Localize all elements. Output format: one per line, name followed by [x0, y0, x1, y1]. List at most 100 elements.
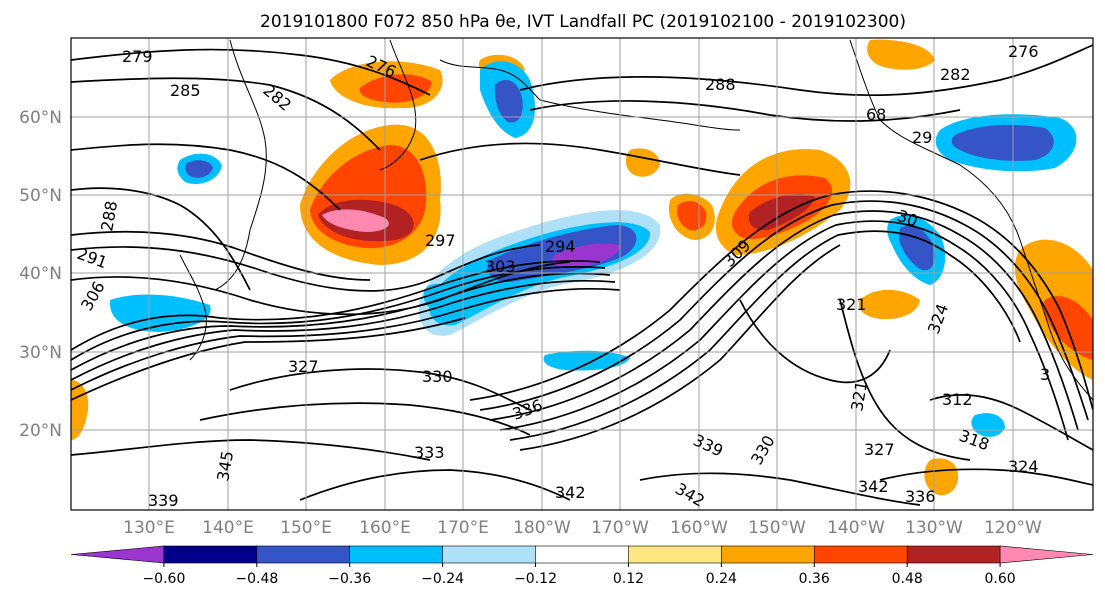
contour-label: 68: [866, 105, 886, 124]
contour-line: [71, 439, 431, 461]
colorbar-segment: [256, 545, 351, 564]
contour-line: [509, 230, 1021, 441]
contour-label: 303: [485, 257, 516, 276]
contour-line: [71, 48, 431, 96]
lon-label: 150°E: [280, 518, 332, 538]
contour-label: 333: [414, 443, 445, 462]
coastline: [849, 39, 1021, 241]
contour-label: 327: [864, 440, 895, 459]
contour-label: 321: [836, 295, 867, 314]
negative-anomaly-region: [951, 124, 1054, 161]
lat-label: 30°N: [19, 343, 62, 363]
contour-label: 285: [170, 81, 201, 100]
lon-label: 160°W: [670, 518, 728, 538]
contour-label: 276: [1008, 42, 1039, 61]
contour-line: [199, 402, 531, 436]
lat-label: 60°N: [19, 108, 62, 128]
lon-label: 140°W: [827, 518, 885, 538]
coastline: [539, 99, 741, 131]
positive-anomaly-region: [322, 209, 389, 232]
contour-line: [71, 288, 621, 391]
contour-label: 342: [555, 483, 586, 502]
contour-label: 336: [905, 487, 936, 506]
contour-line: [499, 220, 1069, 441]
colorbar-segment: [906, 545, 1001, 564]
contour-label: 330: [422, 367, 453, 386]
contour-line: [519, 44, 1093, 97]
colorbar-tick-label: 0.24: [706, 571, 737, 587]
contour-line: [71, 244, 541, 292]
positive-anomaly-region: [748, 193, 815, 231]
contour-line: [229, 368, 531, 411]
positive-anomaly-region: [1043, 296, 1093, 360]
contour-line: [71, 230, 371, 281]
negative-anomaly-region: [494, 79, 523, 123]
gridlines: [71, 38, 1093, 510]
contour-label: 324: [1008, 457, 1039, 476]
positive-anomaly-region: [71, 380, 89, 440]
negative-anomaly-region: [899, 225, 935, 271]
lat-label: 50°N: [19, 186, 62, 206]
colorbar-segment: [535, 545, 630, 564]
contour-label: 297: [425, 231, 456, 250]
contour-label: 339: [148, 491, 179, 510]
colorbar-segment: [163, 545, 258, 564]
lon-label: 170°W: [591, 518, 649, 538]
contour-line: [71, 77, 381, 151]
coastline: [214, 39, 267, 291]
positive-anomaly-region: [359, 74, 432, 103]
figure-title: 2019101800 F072 850 hPa θe, IVT Landfall…: [260, 12, 906, 32]
lon-label: 130°W: [905, 518, 963, 538]
contour-line: [479, 200, 1089, 421]
lon-label: 160°E: [359, 518, 411, 538]
map-frame: [70, 37, 1094, 511]
positive-anomaly-region: [867, 39, 935, 70]
lon-label: 170°E: [437, 518, 489, 538]
lon-label: 130°E: [123, 518, 175, 538]
contour-label: 282: [940, 65, 971, 84]
contour-line: [839, 299, 971, 461]
contour-label: 288: [705, 75, 736, 94]
contour-label: 294: [545, 237, 576, 256]
contour-line: [71, 143, 341, 211]
colorbar: −0.60 −0.48 −0.36 −0.24 −0.12 0.12 0.24 0.36 0.4…: [70, 545, 1094, 587]
positive-anomaly-region: [858, 289, 920, 320]
colorbar-tick-label: −0.48: [235, 571, 278, 587]
colorbar-tick-label: −0.60: [142, 571, 185, 587]
coastline: [379, 39, 417, 171]
coastline: [179, 254, 207, 361]
colorbar-tick-label: 0.48: [892, 571, 923, 587]
coastlines: [179, 39, 1093, 401]
coastline: [1019, 239, 1093, 401]
map-panel: 279 285 276 282 288 276 282 288 291 297 …: [70, 37, 1094, 511]
colorbar-segment: [999, 545, 1094, 564]
positive-anomaly-region: [924, 458, 959, 496]
colorbar-segment: [70, 545, 165, 564]
contour-line: [639, 472, 921, 506]
contour-line: [71, 266, 606, 361]
contour-label: 312: [942, 390, 973, 409]
contour-line: [519, 244, 841, 451]
contour-line: [71, 280, 616, 381]
colorbar-tick-label: 0.60: [985, 571, 1016, 587]
colorbar-tick-label: 0.36: [799, 571, 830, 587]
contour-line: [929, 394, 1093, 451]
contour-line: [529, 100, 961, 122]
colorbar-tick-label: −0.12: [514, 571, 557, 587]
lat-label: 40°N: [19, 264, 62, 284]
theta-e-contours: [71, 44, 1093, 506]
contour-line: [469, 190, 1093, 411]
contour-label: 327: [288, 357, 319, 376]
coastline: [439, 59, 541, 101]
longitude-labels: 130°E 140°E 150°E 160°E 170°E 180°W 170°…: [123, 518, 1042, 538]
contour-line: [71, 260, 601, 351]
contour-label: 342: [858, 477, 889, 496]
negative-anomaly-region: [971, 413, 1005, 437]
latitude-labels: 60°N 50°N 40°N 30°N 20°N: [19, 108, 62, 441]
contour-line: [299, 469, 571, 501]
lon-label: 180°W: [513, 518, 571, 538]
negative-anomaly-region: [543, 350, 630, 371]
colorbar-tick-label: −0.24: [421, 571, 464, 587]
contour-line: [489, 210, 1079, 431]
